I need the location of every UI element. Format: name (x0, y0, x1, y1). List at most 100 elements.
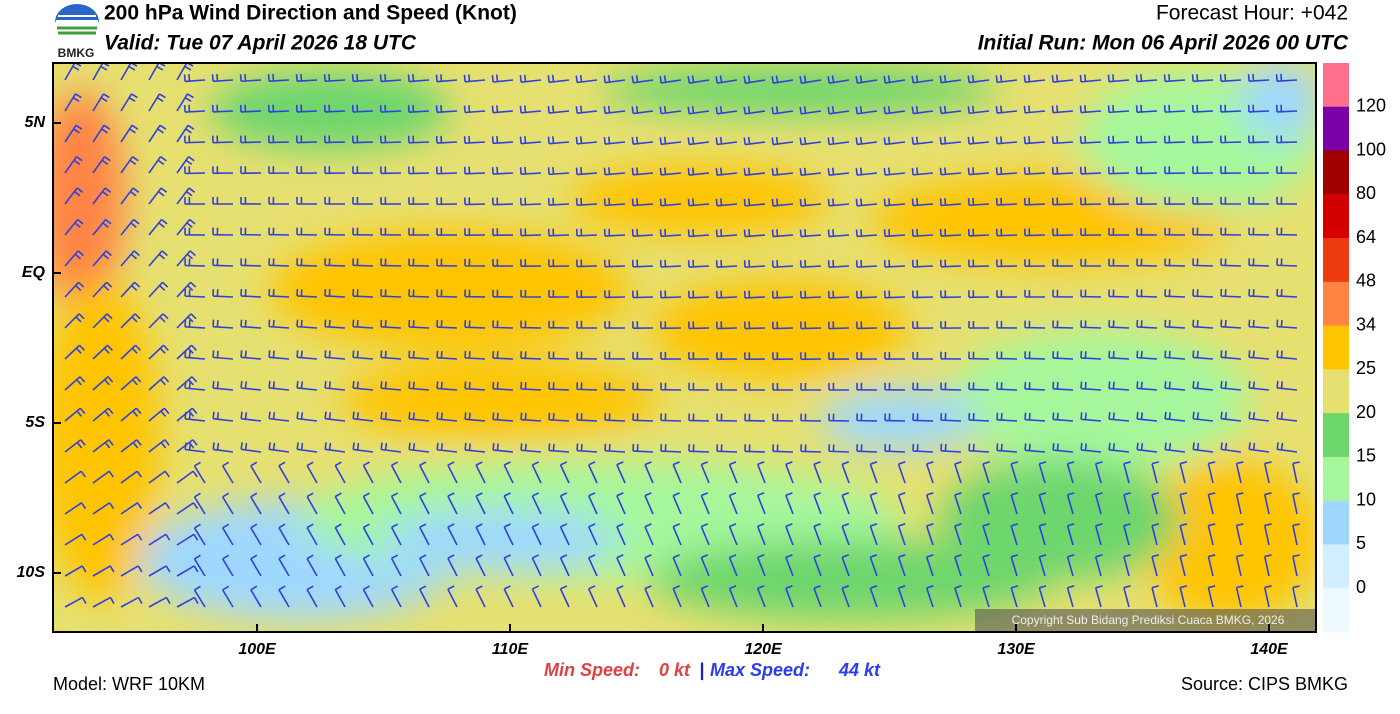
wind-barb (603, 198, 626, 207)
wind-barb (1052, 381, 1074, 391)
wind-barb (1123, 492, 1131, 515)
wind-barb (120, 439, 142, 453)
speed-summary: Min Speed: 0 kt | Max Speed: 44 kt (544, 660, 881, 680)
wind-barb (939, 167, 962, 176)
wind-barb (120, 596, 143, 608)
wind-barb (827, 259, 850, 269)
colorbar: 120 100 80 64 48 34 25 20 15 10 5 0 (1323, 63, 1386, 633)
wind-barb (856, 352, 878, 360)
wind-barb (120, 250, 140, 267)
wind-barb (967, 74, 990, 84)
wind-barb (278, 492, 290, 515)
wind-barb (1292, 554, 1300, 577)
wind-barb (883, 259, 906, 268)
max-label: Max Speed: (710, 660, 810, 680)
wind-barb (1136, 197, 1158, 206)
wind-barb (604, 413, 626, 422)
wind-barb (631, 136, 654, 145)
wind-barb (240, 442, 262, 453)
colorbar-swatch (1323, 369, 1349, 414)
wind-barb (660, 382, 682, 391)
wind-barb (447, 523, 458, 546)
wind-barb (1220, 442, 1242, 453)
wind-barb (967, 259, 990, 268)
wind-barb (267, 73, 290, 83)
wind-barb (715, 167, 738, 176)
wind-barb (576, 382, 598, 391)
wind-barb (64, 565, 87, 577)
wind-barb (1136, 350, 1158, 360)
wind-barb (856, 444, 878, 453)
wind-barb (351, 135, 374, 144)
wind-barb (352, 258, 374, 267)
wind-barb (912, 413, 934, 422)
wind-barb (828, 413, 850, 422)
colorbar-swatch (1323, 456, 1349, 502)
wind-barb (1220, 196, 1242, 205)
wind-barb (306, 585, 318, 608)
wind-barb (1066, 492, 1075, 515)
wind-barb (1052, 259, 1074, 267)
wind-barb (324, 288, 346, 298)
wind-barb (148, 596, 171, 608)
wind-barb (120, 218, 140, 236)
wind-barb (827, 75, 850, 84)
wind-barb (772, 444, 794, 453)
wind-barb (884, 413, 906, 422)
wind-barb (883, 167, 906, 176)
wind-barb (503, 585, 514, 608)
wind-barb (954, 554, 962, 577)
wind-barb (744, 382, 766, 391)
wind-barb (631, 105, 654, 115)
wind-barb (688, 444, 710, 453)
wind-barb (855, 198, 878, 207)
wind-barb (475, 554, 486, 577)
wind-barb (492, 381, 514, 391)
wind-barb (250, 585, 262, 608)
wind-barb (1052, 228, 1074, 237)
colorbar-swatch (1323, 63, 1349, 108)
wind-barb (744, 413, 766, 422)
wind-barb (268, 196, 290, 205)
wind-barb (911, 167, 934, 176)
wind-barb (491, 74, 514, 83)
wind-barb (1038, 554, 1047, 577)
wind-barb (212, 288, 234, 298)
wind-barb (828, 444, 850, 453)
wind-barb (64, 470, 86, 484)
wind-barb (64, 313, 85, 329)
wind-barb (464, 258, 486, 267)
wind-barb (64, 533, 87, 546)
wind-barb (576, 320, 598, 329)
wind-barb (92, 565, 115, 577)
wind-barb (1038, 461, 1047, 484)
wind-barb (148, 250, 168, 267)
wind-barb (1164, 319, 1186, 329)
wind-barb (700, 461, 710, 484)
wind-barb (176, 313, 197, 329)
wind-barb (996, 412, 1018, 422)
wind-barb (268, 288, 290, 298)
wind-barb (296, 411, 318, 422)
wind-barb (362, 492, 374, 515)
colorbar-label: 80 (1356, 183, 1376, 203)
wind-barb (855, 167, 878, 176)
wind-barb (1108, 258, 1130, 267)
wind-barb (491, 197, 514, 206)
wind-barb (531, 585, 542, 608)
wind-barb (390, 492, 402, 515)
wind-barb (897, 461, 906, 484)
wind-barb (148, 565, 171, 577)
wind-barb (1276, 227, 1298, 236)
wind-barb (250, 523, 262, 546)
wind-barb (380, 319, 402, 329)
wind-barb (1108, 350, 1130, 360)
wind-barb (408, 227, 430, 236)
wind-barb (660, 444, 682, 453)
wind-barb (715, 229, 738, 238)
wind-barb (869, 523, 878, 546)
wind-barb (184, 197, 206, 205)
wind-barb (968, 443, 990, 453)
wind-barb (1080, 412, 1102, 422)
